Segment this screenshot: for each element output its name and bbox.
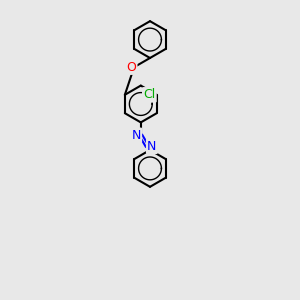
Text: N: N [147,140,157,153]
Text: Cl: Cl [143,88,155,101]
Text: O: O [126,61,136,74]
Text: N: N [131,129,141,142]
